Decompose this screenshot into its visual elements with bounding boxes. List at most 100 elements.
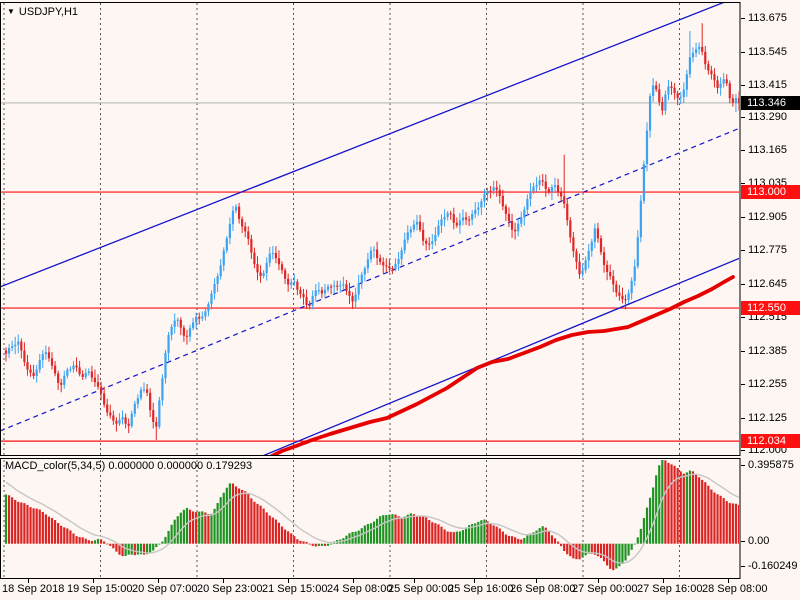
macd-bar bbox=[707, 485, 710, 544]
candle-body bbox=[369, 250, 373, 260]
macd-bar bbox=[250, 498, 253, 544]
price-tickmark bbox=[741, 18, 745, 20]
macd-bar bbox=[222, 492, 225, 544]
macd-bar bbox=[578, 543, 581, 560]
macd-bar bbox=[53, 520, 57, 544]
candle-body bbox=[403, 239, 406, 251]
macd-bar bbox=[244, 491, 247, 544]
candle-body bbox=[707, 64, 710, 71]
time-tickmark bbox=[728, 579, 729, 583]
candle-body bbox=[443, 216, 446, 220]
candle-body bbox=[501, 195, 504, 207]
macd-bar bbox=[376, 518, 379, 544]
candle-body bbox=[90, 371, 93, 378]
candle-body bbox=[4, 350, 8, 354]
macd-bar bbox=[69, 530, 72, 544]
candle-body bbox=[290, 282, 293, 285]
macd-bar bbox=[155, 543, 158, 548]
macd-panel[interactable] bbox=[4, 459, 740, 571]
macd-bar bbox=[602, 543, 606, 562]
price-tickmark bbox=[741, 85, 745, 87]
candle-body bbox=[268, 253, 271, 263]
candle-body bbox=[219, 265, 222, 277]
upper-channel-trendline[interactable] bbox=[0, 0, 740, 288]
candle-body bbox=[464, 217, 468, 220]
macd-bar bbox=[139, 543, 143, 555]
candle-body bbox=[388, 266, 391, 269]
candle-body bbox=[50, 358, 54, 366]
macd-bar bbox=[87, 540, 90, 544]
candle-body bbox=[57, 373, 60, 383]
macd-bar bbox=[44, 514, 47, 544]
candle-body bbox=[428, 243, 431, 245]
macd-bar bbox=[225, 487, 228, 544]
macd-bar bbox=[725, 501, 728, 544]
candle-body bbox=[32, 372, 35, 377]
candle-body bbox=[477, 207, 480, 210]
candle-body bbox=[311, 296, 314, 306]
macd-bar bbox=[596, 543, 600, 557]
candle-body bbox=[529, 191, 532, 199]
candle-body bbox=[329, 286, 333, 288]
macd-bar bbox=[434, 523, 437, 544]
macd-bar bbox=[99, 539, 103, 544]
candle-body bbox=[314, 290, 317, 297]
macd-bar bbox=[385, 515, 388, 544]
time-tickmark bbox=[536, 579, 537, 583]
macd-bar bbox=[90, 541, 93, 544]
macd-bar bbox=[176, 516, 179, 544]
candle-body bbox=[418, 221, 422, 230]
macd-bar bbox=[152, 543, 155, 551]
candle-body bbox=[452, 214, 455, 223]
macd-bar bbox=[679, 471, 682, 544]
macd-bar bbox=[109, 543, 112, 546]
macd-bar bbox=[560, 543, 563, 547]
macd-bar bbox=[191, 511, 195, 544]
macd-bar bbox=[480, 520, 483, 544]
red-ma-line[interactable] bbox=[268, 275, 735, 458]
macd-bar bbox=[452, 532, 455, 544]
symbol-marker-icon: ▼ bbox=[7, 7, 15, 16]
macd-bar bbox=[468, 525, 471, 544]
time-tickmark bbox=[288, 579, 289, 583]
macd-bar bbox=[216, 503, 219, 544]
candle-body bbox=[234, 206, 238, 211]
candle-body bbox=[437, 225, 440, 235]
macd-bar bbox=[145, 543, 149, 555]
macd-bar bbox=[164, 536, 167, 544]
candle-body bbox=[185, 335, 189, 337]
candle-body bbox=[372, 249, 376, 251]
macd-bar bbox=[259, 505, 262, 544]
macd-bar bbox=[556, 541, 560, 544]
candle-body bbox=[106, 404, 109, 413]
candle-body bbox=[287, 278, 290, 285]
macd-bar bbox=[280, 526, 284, 544]
macd-bar bbox=[237, 488, 241, 544]
macd-bar bbox=[464, 527, 468, 544]
macd-bar bbox=[458, 531, 462, 544]
candle-body bbox=[615, 284, 618, 293]
time-tickmark bbox=[158, 579, 159, 583]
macd-bar bbox=[492, 525, 495, 544]
macd-bar bbox=[563, 543, 566, 552]
main-chart-panel[interactable] bbox=[0, 0, 740, 462]
macd-bar bbox=[425, 517, 428, 544]
macd-bar bbox=[722, 498, 725, 544]
candle-body bbox=[228, 224, 231, 239]
candle-body bbox=[569, 220, 572, 238]
macd-bar bbox=[179, 512, 182, 544]
symbol-title-text: USDJPY,H1 bbox=[18, 6, 79, 18]
candle-body bbox=[351, 295, 354, 302]
macd-bar bbox=[575, 543, 578, 560]
macd-bar bbox=[47, 516, 51, 544]
macd-bar bbox=[694, 474, 698, 544]
macd-bar bbox=[498, 528, 501, 544]
dashed-mid-trendline[interactable] bbox=[0, 127, 740, 432]
candle-body bbox=[29, 369, 32, 373]
macd-bar bbox=[57, 523, 60, 544]
macd-bar bbox=[520, 539, 523, 544]
level-price-badge: 112.550 bbox=[741, 301, 800, 316]
candle-body bbox=[449, 213, 452, 215]
macd-bar bbox=[529, 533, 532, 544]
